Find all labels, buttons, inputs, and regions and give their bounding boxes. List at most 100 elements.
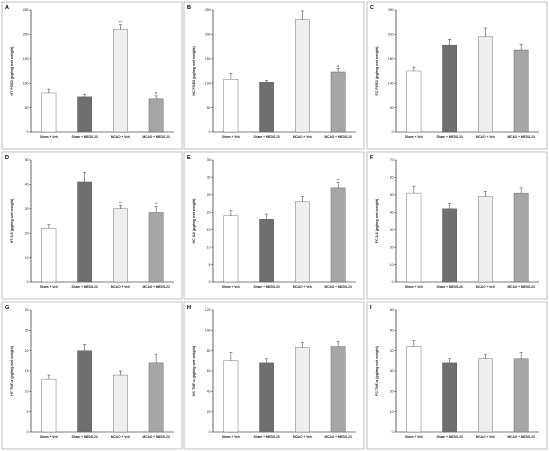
- bar: [330, 187, 346, 283]
- y-tick-label: 60: [390, 176, 394, 180]
- y-axis-label: HT TNF-α (pg/mg wet weight): [10, 345, 14, 396]
- bar: [330, 71, 346, 133]
- y-tick-label: 10: [390, 263, 394, 267]
- y-tick-label: 0: [392, 430, 394, 434]
- y-tick-label: 25: [207, 193, 211, 197]
- bar: [442, 44, 457, 133]
- bar: [478, 196, 493, 283]
- bar: [513, 49, 529, 133]
- y-tick-label: 70: [390, 158, 394, 162]
- chart-panel-i: I FC TNF-α (pg/mg wet weight) 0 10 20 30 40 50 6…: [366, 301, 548, 450]
- significance-mark: **: [119, 19, 123, 24]
- x-category-label: Sham + Veh: [405, 435, 423, 439]
- y-tick-label: 60: [207, 369, 211, 373]
- x-category-label: MCAO + Veh: [476, 435, 495, 439]
- y-tick-label: 10: [25, 256, 29, 260]
- bar: [295, 19, 310, 133]
- x-category-label: MCAO + MEDS-23: [508, 135, 535, 139]
- y-tick-label: 0: [27, 430, 29, 434]
- x-category-label: MCAO + MEDS-23: [143, 435, 170, 439]
- panel-letter: I: [370, 305, 372, 311]
- y-axis-label: FC PGE2 (pg/mg wet weight): [375, 46, 379, 96]
- bar: [295, 201, 310, 283]
- significance-mark: #: [155, 91, 158, 96]
- chart-panel-e: E HC IL6 (pg/mg wet weight) 0 5 10 15 20 25 30 35…: [183, 151, 365, 300]
- bar: [330, 346, 346, 433]
- bar: [77, 350, 92, 433]
- significance-mark: #: [337, 63, 340, 68]
- y-tick-label: 15: [207, 228, 211, 232]
- y-tick-label: 0: [392, 280, 394, 284]
- x-category-label: Sham + Veh: [405, 135, 423, 139]
- y-tick-label: 40: [207, 390, 211, 394]
- x-category-label: Sham + Veh: [222, 285, 240, 289]
- x-category-label: MCAO + Veh: [293, 435, 312, 439]
- y-tick-label: 0: [27, 130, 29, 134]
- y-axis-label: FC IL6 (pg/mg wet weight): [375, 198, 379, 243]
- y-tick-label: 80: [207, 349, 211, 353]
- bar: [406, 346, 422, 433]
- significance-mark: **: [337, 177, 341, 182]
- y-axis-label: HC TNF-α (pg/mg wet weight): [192, 345, 196, 396]
- y-tick-label: 120: [205, 308, 211, 312]
- x-category-label: MCAO + Veh: [111, 285, 130, 289]
- bar: [113, 208, 128, 283]
- bar: [442, 362, 457, 433]
- x-category-label: MCAO + Veh: [111, 135, 130, 139]
- bar: [259, 362, 274, 433]
- x-category-label: Sham + Veh: [40, 135, 58, 139]
- y-tick-label: 20: [390, 245, 394, 249]
- panel-letter: D: [5, 155, 9, 161]
- significance-mark: **: [119, 200, 123, 205]
- x-category-label: Sham + MEDS-23: [254, 285, 280, 289]
- x-category-label: Sham + MEDS-23: [72, 285, 98, 289]
- x-category-label: Sham + Veh: [405, 285, 423, 289]
- panel-letter: F: [370, 155, 374, 161]
- y-tick-label: 30: [390, 369, 394, 373]
- y-tick-label: 100: [205, 81, 211, 85]
- chart-panel-g: G HT TNF-α (pg/mg wet weight) 0 5 10 15 20 25 30…: [1, 301, 183, 450]
- y-tick-label: 35: [207, 158, 211, 162]
- x-category-label: MCAO + MEDS-23: [143, 285, 170, 289]
- y-tick-label: 5: [27, 410, 29, 414]
- x-category-label: Sham + MEDS-23: [72, 435, 98, 439]
- bar: [223, 79, 239, 133]
- chart-panel-a: A HT PGE2 (pg/mg wet weight) 0 50 100 150 200 2…: [1, 1, 183, 150]
- y-tick-label: 10: [390, 410, 394, 414]
- x-category-label: Sham + MEDS-23: [254, 435, 280, 439]
- panel-letter: G: [5, 305, 9, 311]
- y-tick-label: 50: [25, 106, 29, 110]
- y-axis-label: HT PGE2 (pg/mg wet weight): [10, 46, 14, 96]
- x-category-label: MCAO + Veh: [476, 285, 495, 289]
- bar: [406, 70, 422, 133]
- bar: [478, 36, 493, 133]
- bar: [259, 219, 274, 283]
- y-tick-label: 20: [25, 349, 29, 353]
- y-tick-label: 20: [207, 210, 211, 214]
- bar: [148, 362, 164, 433]
- chart-panel-c: C FC PGE2 (pg/mg wet weight) 0 50 100 150 200 2…: [366, 1, 548, 150]
- y-tick-label: 40: [390, 349, 394, 353]
- bar: [442, 208, 457, 283]
- bar: [41, 92, 57, 133]
- y-tick-label: 15: [25, 369, 29, 373]
- bar: [513, 192, 529, 283]
- y-tick-label: 30: [207, 176, 211, 180]
- bar: [41, 378, 57, 433]
- y-tick-label: 50: [390, 329, 394, 333]
- x-category-label: MCAO + Veh: [111, 435, 130, 439]
- y-tick-label: 150: [23, 57, 29, 61]
- y-tick-label: 250: [205, 8, 211, 12]
- y-tick-label: 40: [390, 210, 394, 214]
- y-tick-label: 20: [25, 231, 29, 235]
- y-tick-label: 0: [209, 130, 211, 134]
- panel-letter: E: [187, 155, 191, 161]
- y-tick-label: 40: [25, 183, 29, 187]
- y-tick-label: 150: [205, 57, 211, 61]
- y-tick-label: 200: [205, 33, 211, 37]
- y-tick-label: 0: [392, 130, 394, 134]
- y-axis-label: HT IL6 (pg/mg wet weight): [10, 198, 14, 243]
- y-tick-label: 30: [390, 228, 394, 232]
- bar: [295, 347, 310, 433]
- y-tick-label: 10: [207, 245, 211, 249]
